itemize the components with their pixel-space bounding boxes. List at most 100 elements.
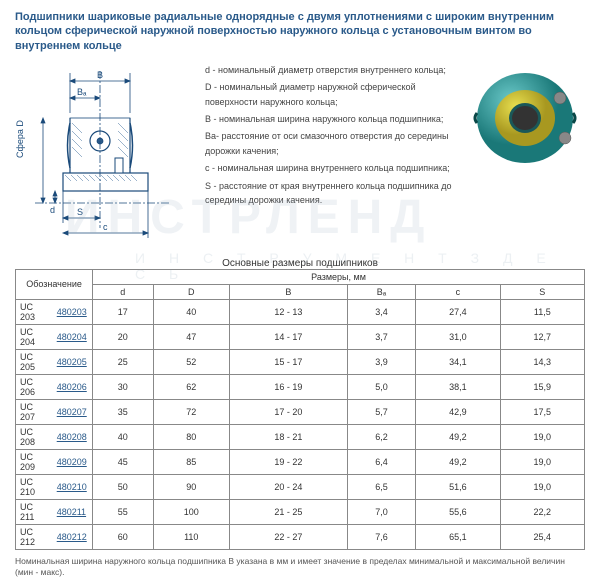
cell-value: 21 - 25 bbox=[229, 499, 347, 524]
cell-value: 31,0 bbox=[416, 324, 500, 349]
cell-designation: UC 212 bbox=[16, 524, 53, 549]
cell-link[interactable]: 480210 bbox=[53, 474, 93, 499]
footnote: Номинальная ширина наружного кольца подш… bbox=[15, 556, 585, 578]
cell-value: 18 - 21 bbox=[229, 424, 347, 449]
cell-link[interactable]: 480209 bbox=[53, 449, 93, 474]
cell-value: 49,2 bbox=[416, 424, 500, 449]
table-row: UC 2114802115510021 - 257,055,622,2 bbox=[16, 499, 585, 524]
cell-value: 25 bbox=[93, 349, 153, 374]
technical-diagram: B Bₐ Сфера D d S c bbox=[15, 63, 195, 243]
table-row: UC 204480204204714 - 173,731,012,7 bbox=[16, 324, 585, 349]
cell-value: 45 bbox=[93, 449, 153, 474]
cell-designation: UC 209 bbox=[16, 449, 53, 474]
definitions-list: d - номинальный диаметр отверстия внутре… bbox=[205, 63, 455, 243]
table-row: UC 203480203174012 - 133,427,411,5 bbox=[16, 299, 585, 324]
th-col: c bbox=[416, 284, 500, 299]
th-col: d bbox=[93, 284, 153, 299]
cell-designation: UC 205 bbox=[16, 349, 53, 374]
cell-link[interactable]: 480204 bbox=[53, 324, 93, 349]
bearing-3d-render bbox=[465, 63, 585, 183]
label-S: S bbox=[77, 207, 83, 217]
cell-value: 100 bbox=[153, 499, 229, 524]
cell-designation: UC 207 bbox=[16, 399, 53, 424]
cell-value: 25,4 bbox=[500, 524, 584, 549]
cell-value: 6,5 bbox=[347, 474, 415, 499]
cell-value: 51,6 bbox=[416, 474, 500, 499]
cell-value: 40 bbox=[153, 299, 229, 324]
label-c: c bbox=[103, 222, 108, 232]
cell-value: 30 bbox=[93, 374, 153, 399]
cell-value: 19,0 bbox=[500, 474, 584, 499]
cell-value: 55,6 bbox=[416, 499, 500, 524]
cell-value: 19 - 22 bbox=[229, 449, 347, 474]
cell-value: 6,2 bbox=[347, 424, 415, 449]
cell-value: 60 bbox=[93, 524, 153, 549]
definition-item: c - номинальная ширина внутреннего кольц… bbox=[205, 161, 455, 175]
cell-link[interactable]: 480206 bbox=[53, 374, 93, 399]
cell-value: 17 - 20 bbox=[229, 399, 347, 424]
cell-value: 47 bbox=[153, 324, 229, 349]
th-col: Bₐ bbox=[347, 284, 415, 299]
cell-value: 6,4 bbox=[347, 449, 415, 474]
cell-value: 22,2 bbox=[500, 499, 584, 524]
cell-value: 19,0 bbox=[500, 424, 584, 449]
cell-value: 40 bbox=[93, 424, 153, 449]
th-col: D bbox=[153, 284, 229, 299]
cell-designation: UC 208 bbox=[16, 424, 53, 449]
cell-link[interactable]: 480207 bbox=[53, 399, 93, 424]
cell-value: 22 - 27 bbox=[229, 524, 347, 549]
cell-value: 90 bbox=[153, 474, 229, 499]
cell-link[interactable]: 480208 bbox=[53, 424, 93, 449]
cell-value: 62 bbox=[153, 374, 229, 399]
definition-item: D - номинальный диаметр наружной сфериче… bbox=[205, 80, 455, 109]
cell-value: 80 bbox=[153, 424, 229, 449]
cell-value: 27,4 bbox=[416, 299, 500, 324]
table-row: UC 205480205255215 - 173,934,114,3 bbox=[16, 349, 585, 374]
definition-item: Ba- расстояние от оси смазочного отверст… bbox=[205, 129, 455, 158]
cell-value: 20 bbox=[93, 324, 153, 349]
dimensions-table: Обозначение Размеры, мм dDBBₐcS UC 20348… bbox=[15, 269, 585, 550]
cell-value: 72 bbox=[153, 399, 229, 424]
table-row: UC 207480207357217 - 205,742,917,5 bbox=[16, 399, 585, 424]
definition-item: d - номинальный диаметр отверстия внутре… bbox=[205, 63, 455, 77]
cell-value: 35 bbox=[93, 399, 153, 424]
table-row: UC 208480208408018 - 216,249,219,0 bbox=[16, 424, 585, 449]
top-section: B Bₐ Сфера D d S c d - номинальный диаме… bbox=[15, 63, 585, 243]
cell-value: 12,7 bbox=[500, 324, 584, 349]
cell-value: 38,1 bbox=[416, 374, 500, 399]
cell-value: 16 - 19 bbox=[229, 374, 347, 399]
cell-value: 55 bbox=[93, 499, 153, 524]
cell-link[interactable]: 480211 bbox=[53, 499, 93, 524]
page-title: Подшипники шариковые радиальные однорядн… bbox=[15, 10, 585, 53]
cell-value: 15 - 17 bbox=[229, 349, 347, 374]
definition-item: B - номинальная ширина наружного кольца … bbox=[205, 112, 455, 126]
cell-link[interactable]: 480203 bbox=[53, 299, 93, 324]
label-D: Сфера D bbox=[15, 119, 25, 157]
cell-value: 17,5 bbox=[500, 399, 584, 424]
cell-value: 12 - 13 bbox=[229, 299, 347, 324]
cell-value: 34,1 bbox=[416, 349, 500, 374]
th-designation: Обозначение bbox=[16, 269, 93, 299]
cell-designation: UC 203 bbox=[16, 299, 53, 324]
cell-value: 7,0 bbox=[347, 499, 415, 524]
cell-value: 17 bbox=[93, 299, 153, 324]
label-Ba: Bₐ bbox=[77, 87, 87, 97]
cell-value: 52 bbox=[153, 349, 229, 374]
cell-value: 3,4 bbox=[347, 299, 415, 324]
th-group: Размеры, мм bbox=[93, 269, 585, 284]
cell-designation: UC 204 bbox=[16, 324, 53, 349]
cell-designation: UC 211 bbox=[16, 499, 53, 524]
cell-value: 19,0 bbox=[500, 449, 584, 474]
cell-value: 3,7 bbox=[347, 324, 415, 349]
cell-value: 49,2 bbox=[416, 449, 500, 474]
cell-value: 15,9 bbox=[500, 374, 584, 399]
cell-value: 65,1 bbox=[416, 524, 500, 549]
cell-value: 5,0 bbox=[347, 374, 415, 399]
table-row: UC 2124802126011022 - 277,665,125,4 bbox=[16, 524, 585, 549]
cell-value: 42,9 bbox=[416, 399, 500, 424]
cell-link[interactable]: 480212 bbox=[53, 524, 93, 549]
cell-value: 5,7 bbox=[347, 399, 415, 424]
cell-value: 11,5 bbox=[500, 299, 584, 324]
cell-value: 85 bbox=[153, 449, 229, 474]
cell-link[interactable]: 480205 bbox=[53, 349, 93, 374]
